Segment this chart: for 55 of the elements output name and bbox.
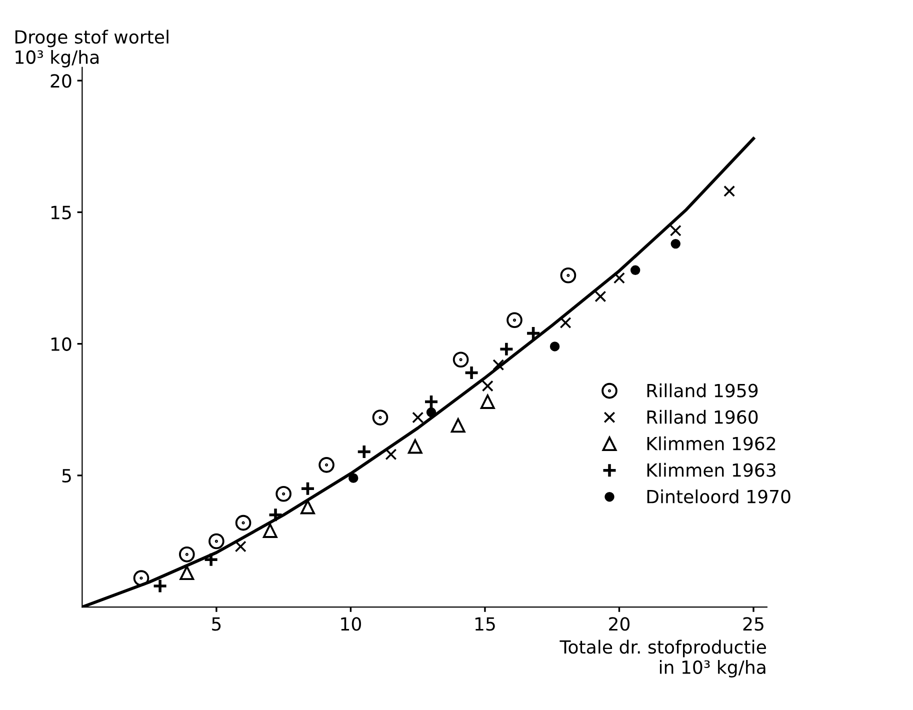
point [506, 312, 522, 328]
point [318, 456, 334, 473]
point [724, 185, 736, 197]
point [235, 514, 252, 531]
point [300, 480, 316, 496]
point [492, 359, 504, 371]
legend-label: Rilland 1959 [647, 383, 758, 398]
point [560, 317, 572, 329]
point [180, 566, 194, 580]
point [560, 267, 576, 284]
x-tick-label: 25 [743, 617, 764, 631]
y-axis-title: Droge stof wortel 10³ kg/ha [15, 30, 168, 68]
legend-label: Dinteloord 1970 [647, 489, 790, 504]
point [670, 238, 680, 249]
x-tick-label: 20 [609, 617, 630, 631]
y-tick-label: 5 [62, 469, 71, 483]
point [452, 352, 469, 368]
point [385, 448, 397, 460]
point [300, 500, 315, 514]
point [152, 578, 168, 594]
legend-label: Rilland 1960 [647, 410, 758, 424]
point [594, 290, 606, 302]
point [482, 380, 494, 392]
x-axis-title: Totale dr. stofproductie in 10³ kg/ha [560, 640, 766, 678]
point [356, 444, 372, 460]
point [268, 507, 284, 523]
y-tick-label: 20 [50, 74, 72, 88]
point [133, 570, 150, 586]
point [630, 265, 640, 275]
point [234, 540, 246, 552]
point [412, 412, 424, 424]
point [550, 342, 560, 352]
point [424, 394, 439, 410]
point [276, 486, 292, 502]
point [613, 272, 625, 284]
point [203, 552, 219, 568]
legend-label: Klimmen 1963 [647, 462, 776, 477]
point [480, 394, 495, 409]
x-tick-label: 10 [341, 617, 361, 631]
y-tick-label: 15 [51, 206, 71, 220]
x-tick-label: 15 [475, 617, 495, 631]
point [498, 341, 514, 357]
point [450, 418, 466, 433]
point [526, 326, 541, 341]
y-tick-label: 10 [51, 337, 72, 351]
point [262, 523, 278, 538]
point [208, 533, 224, 550]
point [372, 410, 388, 426]
point [464, 365, 480, 380]
x-tick-label: 5 [212, 617, 221, 631]
point [408, 439, 422, 454]
point [178, 546, 195, 562]
point [670, 224, 682, 236]
legend-label: Klimmen 1962 [647, 436, 776, 450]
point [348, 473, 358, 483]
